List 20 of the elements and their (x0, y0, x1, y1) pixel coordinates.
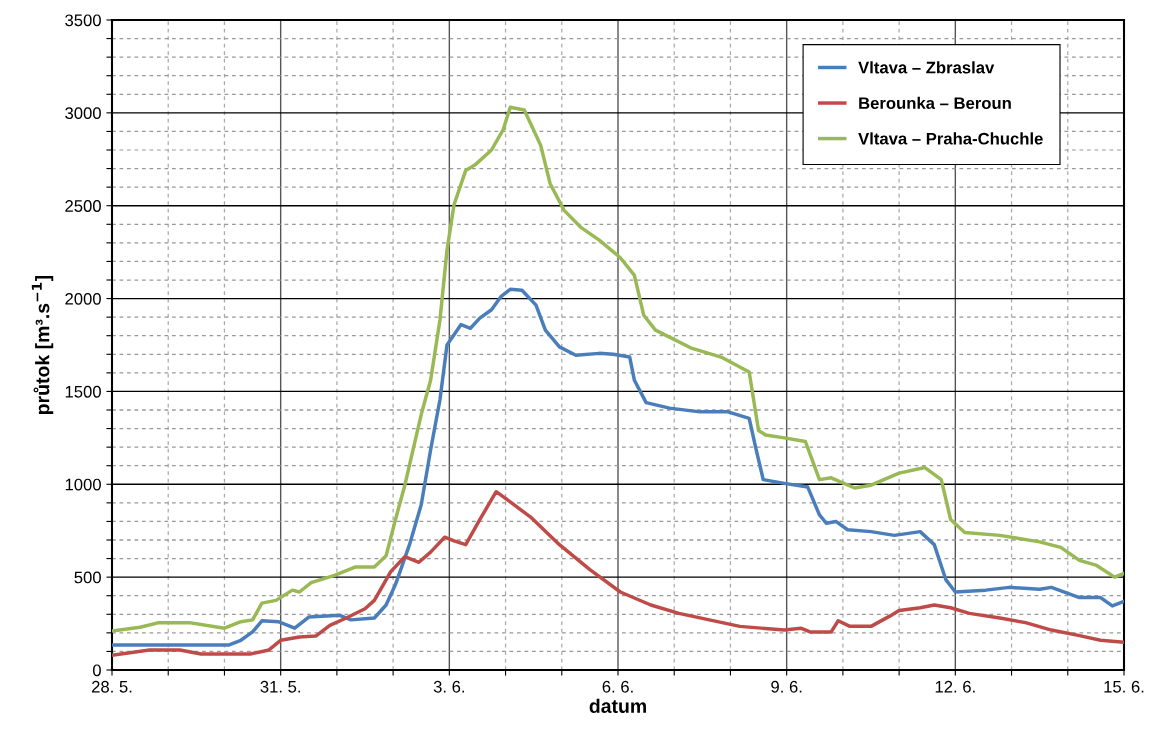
legend-label: Berounka – Beroun (859, 96, 1011, 110)
y-axis-title: průtok [m³.s$^{−1}$] (31, 275, 54, 415)
x-axis-title: datum (589, 698, 646, 714)
x-tick-label: 28. 5. (91, 680, 132, 693)
x-tick-label: 15. 6. (1104, 680, 1144, 693)
y-tick-label: 2000 (65, 292, 101, 305)
y-tick-label: 1500 (65, 385, 101, 398)
legend-label: Vltava – Praha-Chuchle (858, 132, 1043, 145)
y-tick-label: 3500 (65, 14, 101, 27)
y-tick-label: 1000 (65, 478, 101, 491)
x-tick-label: 12. 6. (935, 680, 975, 693)
y-tick-label: 2500 (65, 200, 101, 212)
y-tick-label: 500 (74, 571, 101, 584)
y-tick-label: 3000 (65, 107, 101, 120)
x-tick-label: 31. 5. (260, 680, 300, 693)
legend-label: Vltava – Zbraslav (858, 61, 995, 74)
x-tick-label: 9. 6. (771, 680, 802, 693)
y-tick-label: 0 (92, 664, 101, 677)
x-tick-label: 3. 6. (433, 680, 465, 693)
x-tick-label: 6. 6. (602, 680, 633, 693)
